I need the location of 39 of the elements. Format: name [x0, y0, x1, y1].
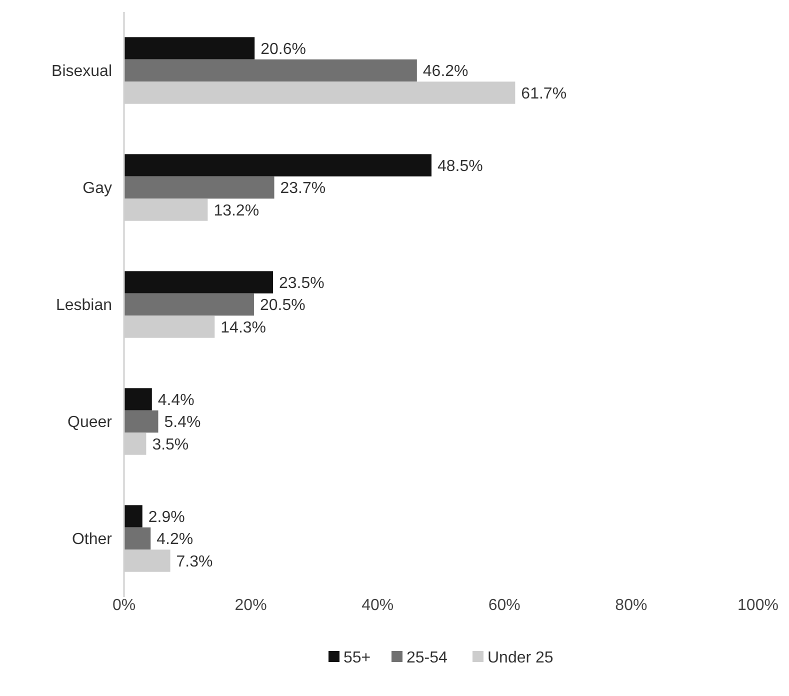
y-tick-label: Gay: [82, 180, 112, 198]
bar: [124, 59, 417, 82]
bar: [124, 388, 152, 410]
x-tick-label: 60%: [488, 597, 520, 614]
data-label: 48.5%: [437, 158, 483, 175]
y-tick-label: Queer: [68, 414, 113, 432]
bar: [124, 527, 151, 550]
data-label: 4.2%: [156, 531, 194, 548]
x-tick-label: 100%: [738, 597, 778, 614]
data-label: 5.4%: [164, 414, 201, 432]
legend-label: Under 25: [488, 650, 554, 667]
data-label: 14.3%: [220, 319, 266, 336]
y-tick-label: Lesbian: [56, 297, 112, 314]
data-label: 61.7%: [521, 85, 567, 102]
bar: [124, 410, 158, 433]
legend-label: 55+: [344, 650, 371, 667]
bar: [124, 176, 274, 199]
bar: [124, 505, 142, 528]
data-label: 4.4%: [158, 392, 194, 409]
data-label: 23.5%: [278, 274, 324, 292]
data-label: 2.9%: [148, 508, 185, 526]
bar: [124, 154, 432, 176]
data-label: 13.2%: [214, 202, 260, 220]
data-label: 23.7%: [280, 180, 326, 198]
y-tick-label: Bisexual: [52, 63, 112, 80]
x-tick-label: 20%: [234, 597, 267, 614]
data-label: 7.3%: [176, 553, 213, 570]
data-label: 20.6%: [260, 40, 306, 58]
data-label: 20.5%: [260, 297, 306, 314]
legend-label: 25-54: [406, 650, 448, 667]
data-label: 46.2%: [422, 63, 468, 80]
bar: [124, 271, 273, 294]
bar: [124, 293, 254, 316]
y-tick-label: Other: [72, 531, 113, 548]
bar: [124, 37, 255, 60]
x-tick-label: 80%: [615, 597, 648, 614]
x-tick-label: 40%: [362, 597, 394, 614]
data-label: 3.5%: [152, 436, 189, 454]
x-tick-label: 0%: [112, 597, 136, 614]
